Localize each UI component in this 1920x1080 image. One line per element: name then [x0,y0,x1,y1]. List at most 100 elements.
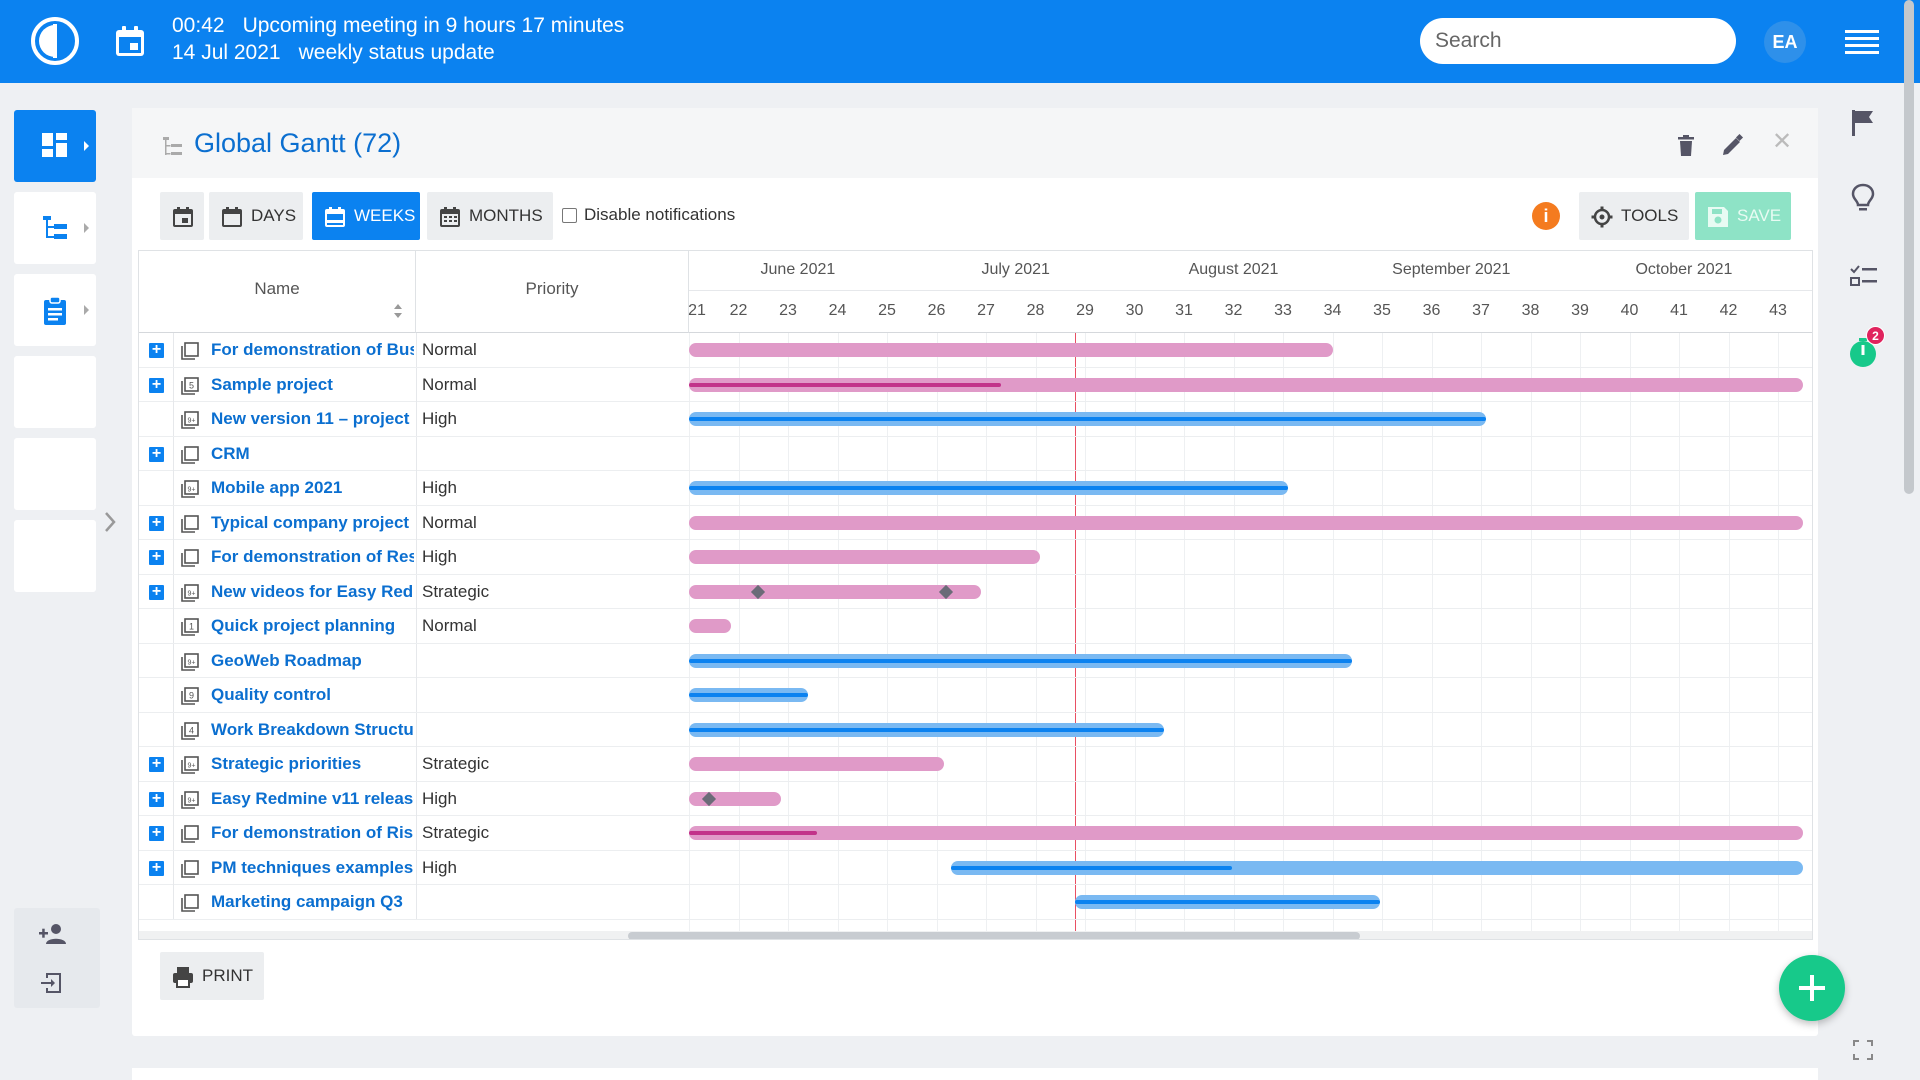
project-name-link[interactable]: Easy Redmine v11 release [211,788,414,808]
print-button[interactable]: PRINT [160,952,264,1000]
gantt-row[interactable]: +9+ Easy Redmine v11 release High [139,781,1812,816]
user-avatar[interactable]: EA [1764,21,1806,63]
tools-button[interactable]: TOOLS [1579,192,1689,240]
gantt-bar[interactable] [689,481,1288,495]
sidebar-item-dashboard[interactable] [14,110,96,182]
project-name-link[interactable]: For demonstration of Risks [211,823,414,842]
gantt-bar[interactable] [951,860,1803,875]
delete-icon[interactable] [1676,134,1696,158]
gantt-row[interactable]: 4 Work Breakdown Structure [139,712,1812,747]
gantt-row[interactable]: + Typical company project Normal [139,505,1812,540]
gantt-row[interactable]: + For demonstration of Business Normal [139,333,1812,368]
timer-icon[interactable] [1849,336,1879,370]
logout-icon[interactable] [40,972,64,994]
sidebar-item-gantt[interactable] [14,192,96,264]
gantt-row[interactable]: + CRM [139,436,1812,471]
gantt-row[interactable]: + For demonstration of Risks Strategic [139,816,1812,851]
meeting-details[interactable]: 14 Jul 2021 weekly status update [172,41,495,65]
gantt-row[interactable]: Marketing campaign Q3 [139,885,1812,920]
lightbulb-icon[interactable] [1849,182,1877,214]
expand-icon[interactable]: + [149,342,164,358]
scrollbar-thumb[interactable] [628,932,1360,939]
expand-icon[interactable]: + [149,376,164,393]
months-button[interactable]: MONTHS [427,192,553,240]
gantt-row[interactable]: + PM techniques examples High [139,850,1812,885]
gantt-bar[interactable] [1075,895,1380,909]
project-name-link[interactable]: Marketing campaign Q3 [211,892,403,911]
expand-icon[interactable]: + [149,514,164,531]
add-fab-button[interactable] [1779,955,1845,1021]
search-input[interactable] [1420,18,1736,64]
gantt-bar[interactable] [689,377,1803,392]
project-name-link[interactable]: Quick project planning [211,616,396,635]
disable-notifications-label[interactable]: Disable notifications [584,205,736,224]
sidebar-item-empty-2[interactable] [14,438,96,510]
gantt-bar[interactable] [689,619,732,633]
project-name-link[interactable]: PM techniques examples [211,857,414,877]
expand-icon[interactable]: + [149,583,164,600]
gantt-row[interactable]: 9 Quality control [139,678,1812,713]
gantt-row[interactable]: 9+ Mobile app 2021 High [139,471,1812,506]
project-name-link[interactable]: New videos for Easy Redmine [211,581,414,601]
gantt-row[interactable]: +9+ Strategic priorities Strategic [139,747,1812,782]
gantt-row[interactable]: +9+ New videos for Easy Redmine Strategic [139,574,1812,609]
gantt-bar[interactable] [689,412,1486,426]
project-name-link[interactable]: Work Breakdown Structure [211,719,414,739]
save-button[interactable]: SAVE [1695,192,1791,240]
checklist-icon[interactable] [1849,264,1879,288]
sidebar-item-empty-1[interactable] [14,356,96,428]
expand-icon[interactable]: + [149,790,164,807]
meeting-reminder[interactable]: 00:42 Upcoming meeting in 9 hours 17 minu… [172,14,624,38]
sidebar-item-tasks[interactable] [14,274,96,346]
info-icon[interactable]: i [1532,202,1560,230]
project-name-link[interactable]: For demonstration of Business [211,340,414,359]
disable-notifications-checkbox[interactable] [562,208,577,223]
gantt-row[interactable]: 1 Quick project planning Normal [139,609,1812,644]
project-name-link[interactable]: Strategic priorities [211,754,362,773]
expand-icon[interactable]: + [149,756,164,772]
project-name-link[interactable]: Sample project [211,374,333,394]
expand-icon[interactable]: + [149,549,164,565]
project-name-link[interactable]: New version 11 – project [211,409,410,428]
add-user-icon[interactable] [38,923,68,945]
project-name-link[interactable]: CRM [211,443,250,463]
expand-icon[interactable]: + [149,825,164,841]
sidebar-item-empty-3[interactable] [14,520,96,592]
gantt-bar[interactable] [689,515,1803,530]
gantt-row[interactable]: +5 Sample project Normal [139,367,1812,402]
gantt-bar[interactable] [689,653,1353,668]
gantt-row[interactable]: 9+ New version 11 – project High [139,402,1812,437]
gantt-row[interactable]: + For demonstration of Resources High [139,540,1812,575]
sort-icon[interactable] [393,303,403,319]
edit-icon[interactable] [1720,134,1744,158]
gantt-bar[interactable] [689,550,1041,564]
close-icon[interactable]: ✕ [1772,128,1793,155]
calendar-icon[interactable] [113,24,147,58]
gantt-bar[interactable] [689,584,982,599]
hamburger-menu-icon[interactable] [1845,27,1879,55]
gantt-bar[interactable] [689,826,1803,840]
gantt-bar[interactable] [689,343,1333,357]
project-name-link[interactable]: Typical company project [211,512,410,532]
fullscreen-icon[interactable] [1853,1040,1873,1060]
gantt-bar[interactable] [689,688,808,702]
priority-column-header[interactable]: Priority [416,251,689,333]
gantt-row[interactable]: 9+ GeoWeb Roadmap [139,643,1812,678]
days-button[interactable]: DAYS [209,192,303,240]
expand-icon[interactable]: + [149,445,164,462]
weeks-button[interactable]: WEEKS [312,192,420,240]
flag-icon[interactable] [1849,108,1877,138]
project-name-link[interactable]: Mobile app 2021 [211,478,343,497]
expand-icon[interactable]: + [149,859,164,876]
project-name-link[interactable]: For demonstration of Resources [211,547,414,566]
app-logo-icon[interactable] [30,16,80,66]
gantt-horizontal-scrollbar[interactable] [139,931,1812,939]
name-column-header[interactable]: Name [139,251,416,333]
project-name-link[interactable]: GeoWeb Roadmap [211,650,362,670]
today-button[interactable] [160,192,204,240]
gantt-bar[interactable] [689,757,944,771]
sidebar-expand-chevron-icon[interactable] [104,511,116,533]
project-name-link[interactable]: Quality control [211,685,331,704]
gantt-bar[interactable] [689,722,1165,737]
page-scrollbar[interactable] [1904,0,1914,494]
